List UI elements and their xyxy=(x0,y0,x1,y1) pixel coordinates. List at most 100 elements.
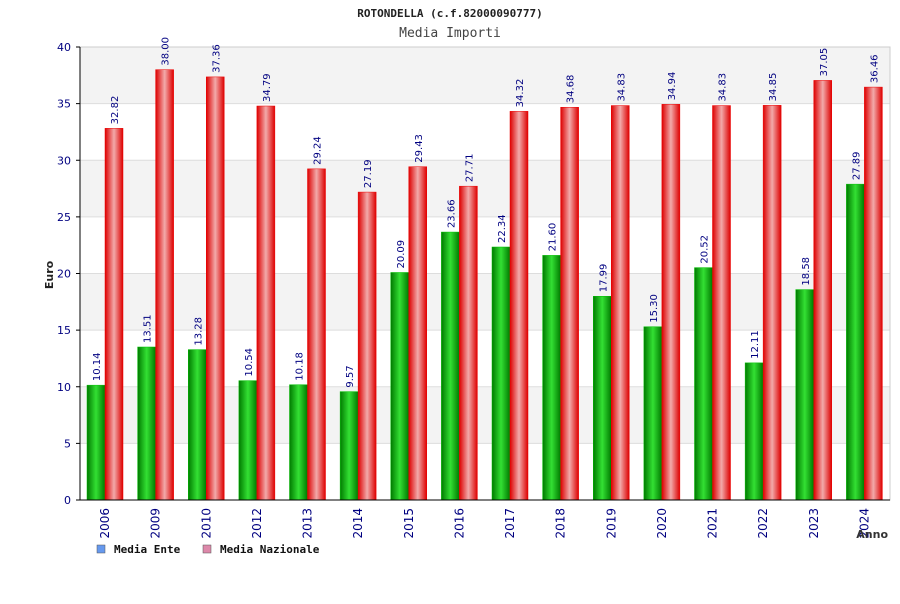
x-tick-label: 2018 xyxy=(554,508,568,539)
bar-media-ente xyxy=(86,384,106,501)
bar-value-label: 17.99 xyxy=(598,264,609,293)
bar-media-nazionale xyxy=(661,104,681,501)
bar-media-nazionale xyxy=(256,105,276,501)
bar-value-label: 10.54 xyxy=(244,348,255,377)
bar-media-nazionale xyxy=(357,191,377,501)
x-tick-label: 2013 xyxy=(301,508,315,539)
bar-media-ente xyxy=(795,289,814,501)
bar-value-label: 27.71 xyxy=(464,154,475,183)
bar-media-ente xyxy=(188,349,207,501)
x-tick-label: 2006 xyxy=(98,508,112,539)
x-tick-label: 2014 xyxy=(351,508,365,539)
y-tick-label: 25 xyxy=(57,211,71,224)
legend-label: Media Ente xyxy=(114,543,181,556)
y-tick-label: 20 xyxy=(57,268,71,281)
bar-media-nazionale xyxy=(762,105,782,501)
bar-value-label: 23.66 xyxy=(446,199,457,228)
bar-value-label: 38.00 xyxy=(161,37,172,66)
bar-value-label: 15.30 xyxy=(649,294,660,323)
bar-media-ente xyxy=(137,346,156,501)
legend-swatch xyxy=(96,544,106,554)
bar-value-label: 29.24 xyxy=(313,136,324,165)
legend-swatch xyxy=(202,544,212,554)
y-tick-label: 0 xyxy=(64,494,71,507)
bar-media-nazionale xyxy=(560,106,579,501)
x-tick-label: 2020 xyxy=(655,508,669,539)
bar-media-nazionale xyxy=(104,128,124,501)
bar-value-label: 37.36 xyxy=(211,44,222,73)
bar-media-nazionale xyxy=(206,76,225,501)
bar-media-ente xyxy=(542,255,561,501)
bar-media-nazionale xyxy=(712,105,731,501)
y-tick-label: 30 xyxy=(57,154,71,167)
bar-value-label: 34.85 xyxy=(768,73,779,102)
chart-title: ROTONDELLA (c.f.82000090777) xyxy=(357,7,542,20)
bar-media-nazionale xyxy=(864,86,883,501)
bar-value-label: 36.46 xyxy=(869,54,880,83)
y-tick-label: 35 xyxy=(57,98,71,111)
bar-value-label: 27.89 xyxy=(851,152,862,181)
bar-media-nazionale xyxy=(509,111,529,501)
bar-value-label: 34.83 xyxy=(718,73,729,102)
x-tick-label: 2012 xyxy=(250,508,264,539)
bar-value-label: 34.83 xyxy=(616,73,627,102)
bar-value-label: 37.05 xyxy=(819,48,830,77)
x-axis-label: Anno xyxy=(856,528,888,541)
bar-media-ente xyxy=(593,296,612,501)
y-tick-labels: 0 5 10 15 20 25 30 35 40 xyxy=(57,41,80,507)
bar-value-label: 13.28 xyxy=(193,317,204,346)
bar-media-nazionale xyxy=(611,105,630,501)
bar-media-nazionale xyxy=(307,168,326,501)
bar-media-ente xyxy=(289,384,308,501)
bar-value-label: 9.57 xyxy=(345,365,356,387)
x-tick-label: 2010 xyxy=(199,508,213,539)
y-axis-label: Euro xyxy=(43,260,56,289)
bar-value-label: 12.11 xyxy=(750,330,761,359)
bar-media-ente xyxy=(339,391,359,501)
legend: Media Ente Media Nazionale xyxy=(96,543,320,556)
bar-media-ente xyxy=(491,246,511,501)
bar-media-ente xyxy=(643,326,663,501)
x-tick-label: 2009 xyxy=(149,508,163,539)
x-tick-labels: 2006 2009 2010 2012 2013 2014 2015 2016 2017 2018… xyxy=(98,508,871,539)
bar-media-nazionale xyxy=(408,166,427,501)
chart-subtitle: Media Importi xyxy=(399,26,501,41)
bar-value-label: 34.68 xyxy=(566,75,577,104)
bar-value-label: 13.51 xyxy=(143,314,154,343)
bar-media-nazionale xyxy=(459,185,478,501)
bar-value-label: 34.79 xyxy=(262,73,273,102)
x-tick-label: 2016 xyxy=(452,508,466,539)
y-tick-label: 5 xyxy=(64,437,71,450)
bar-media-ente xyxy=(694,267,713,501)
bar-value-label: 20.52 xyxy=(700,235,711,264)
bar-value-label: 29.43 xyxy=(414,134,425,163)
bar-media-ente xyxy=(238,380,258,501)
bar-value-label: 34.94 xyxy=(667,72,678,101)
bar-value-label: 10.14 xyxy=(92,353,103,382)
bar-media-ente xyxy=(744,362,764,501)
bar-media-ente xyxy=(846,183,865,501)
x-tick-label: 2023 xyxy=(807,508,821,539)
x-tick-label: 2021 xyxy=(706,508,720,539)
bar-value-label: 20.09 xyxy=(396,240,407,269)
y-tick-label: 40 xyxy=(57,41,71,54)
bar-value-label: 22.34 xyxy=(497,214,508,243)
bar-media-ente xyxy=(441,231,460,501)
bar-media-ente xyxy=(390,272,409,501)
x-tick-label: 2019 xyxy=(604,508,618,539)
x-tick-label: 2017 xyxy=(503,508,517,539)
bar-media-nazionale xyxy=(155,69,174,501)
y-tick-label: 10 xyxy=(57,381,71,394)
legend-label: Media Nazionale xyxy=(220,543,320,556)
bar-value-label: 10.18 xyxy=(295,352,306,381)
bar-labels: 10.14 32.82 13.51 38.00 13.28 37.36 10.54 34.79… xyxy=(92,37,880,388)
x-tick-label: 2022 xyxy=(756,508,770,539)
y-tick-label: 15 xyxy=(57,324,71,337)
x-tick-label: 2015 xyxy=(402,508,416,539)
bar-value-label: 21.60 xyxy=(548,223,559,252)
x-tick-label: 2024 xyxy=(857,508,871,539)
bar-value-label: 18.58 xyxy=(801,257,812,286)
bar-value-label: 34.32 xyxy=(515,79,526,108)
